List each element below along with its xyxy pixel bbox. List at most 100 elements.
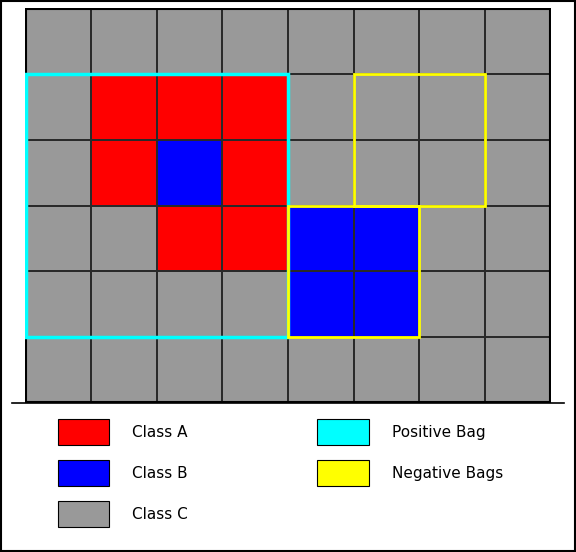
Bar bbox=[484, 206, 550, 271]
Bar bbox=[317, 419, 369, 445]
Bar bbox=[288, 75, 354, 140]
Bar bbox=[58, 460, 109, 486]
Bar bbox=[157, 337, 222, 402]
Bar bbox=[288, 337, 354, 402]
Bar bbox=[222, 75, 288, 140]
Bar bbox=[92, 140, 157, 206]
Bar bbox=[222, 140, 288, 206]
Bar bbox=[26, 9, 92, 75]
Bar bbox=[222, 271, 288, 337]
Bar bbox=[419, 75, 484, 140]
Bar bbox=[92, 140, 157, 206]
Text: Class A: Class A bbox=[132, 424, 188, 439]
Bar bbox=[92, 9, 157, 75]
Bar bbox=[354, 75, 484, 206]
Bar bbox=[222, 75, 288, 140]
Bar bbox=[419, 140, 484, 206]
Bar bbox=[222, 206, 288, 271]
Bar bbox=[157, 9, 222, 75]
Bar bbox=[58, 419, 109, 445]
Bar bbox=[157, 75, 222, 140]
Bar bbox=[92, 140, 157, 206]
Bar bbox=[354, 140, 419, 206]
Bar bbox=[26, 9, 92, 75]
Bar bbox=[92, 75, 157, 140]
Bar bbox=[419, 206, 484, 271]
Bar bbox=[157, 206, 222, 271]
Bar bbox=[288, 140, 354, 206]
Bar bbox=[317, 460, 369, 486]
Bar bbox=[288, 271, 354, 337]
Bar bbox=[419, 271, 484, 337]
Bar bbox=[222, 140, 288, 206]
Bar bbox=[92, 271, 157, 337]
Bar bbox=[157, 206, 222, 271]
Bar bbox=[92, 75, 157, 140]
Bar bbox=[26, 206, 92, 271]
Bar bbox=[222, 9, 288, 75]
Bar bbox=[288, 206, 354, 271]
Bar bbox=[484, 271, 550, 337]
Bar bbox=[157, 140, 222, 206]
Bar bbox=[354, 271, 419, 337]
Bar bbox=[419, 9, 484, 75]
Bar bbox=[419, 337, 484, 402]
Text: Class B: Class B bbox=[132, 466, 188, 481]
Bar bbox=[354, 271, 419, 337]
Bar bbox=[157, 75, 222, 140]
Bar bbox=[288, 206, 354, 271]
Bar bbox=[419, 9, 484, 75]
Bar bbox=[288, 206, 419, 337]
Bar bbox=[354, 140, 419, 206]
Bar bbox=[26, 75, 92, 140]
Bar bbox=[484, 140, 550, 206]
Bar bbox=[288, 9, 354, 75]
Bar bbox=[26, 75, 288, 337]
Bar bbox=[26, 140, 92, 206]
Text: Negative Bags: Negative Bags bbox=[392, 466, 503, 481]
Bar bbox=[222, 206, 288, 271]
Bar bbox=[222, 337, 288, 402]
Bar bbox=[484, 206, 550, 271]
Bar bbox=[222, 271, 288, 337]
Bar bbox=[484, 271, 550, 337]
Bar bbox=[58, 501, 109, 528]
Bar bbox=[484, 337, 550, 402]
Bar bbox=[157, 271, 222, 337]
Bar bbox=[92, 206, 157, 271]
Bar bbox=[419, 75, 484, 140]
Bar bbox=[26, 337, 92, 402]
Bar bbox=[288, 206, 354, 271]
Bar bbox=[92, 337, 157, 402]
Bar bbox=[484, 9, 550, 75]
Bar bbox=[222, 9, 288, 75]
Bar bbox=[354, 75, 419, 140]
Bar bbox=[26, 75, 92, 140]
Bar bbox=[26, 140, 92, 206]
Bar bbox=[354, 9, 419, 75]
Bar bbox=[157, 140, 222, 206]
Bar bbox=[157, 75, 222, 140]
Bar bbox=[157, 271, 222, 337]
Bar bbox=[26, 206, 92, 271]
Bar bbox=[354, 9, 419, 75]
Bar bbox=[354, 206, 419, 271]
Bar bbox=[92, 75, 157, 140]
Text: Positive Bag: Positive Bag bbox=[392, 424, 486, 439]
Bar bbox=[354, 337, 419, 402]
Bar bbox=[419, 206, 484, 271]
Bar bbox=[26, 271, 92, 337]
Bar bbox=[157, 140, 222, 206]
Bar bbox=[222, 140, 288, 206]
Bar bbox=[288, 337, 354, 402]
Bar bbox=[288, 9, 354, 75]
Bar bbox=[157, 206, 222, 271]
Bar bbox=[222, 206, 288, 271]
Bar bbox=[288, 75, 354, 140]
Bar bbox=[92, 337, 157, 402]
Bar bbox=[26, 337, 92, 402]
Bar bbox=[92, 206, 157, 271]
Bar bbox=[419, 271, 484, 337]
Bar bbox=[92, 271, 157, 337]
Bar bbox=[157, 9, 222, 75]
